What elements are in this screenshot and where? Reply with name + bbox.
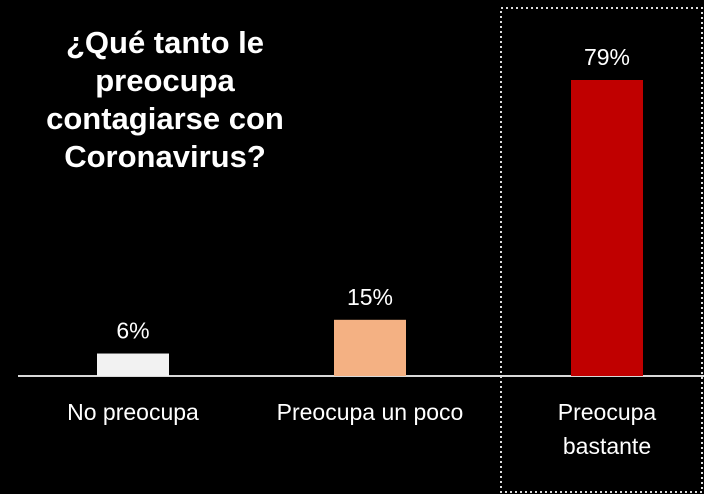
value-label: 79% <box>584 44 630 70</box>
x-tick-label: No preocupa <box>67 399 199 425</box>
bar <box>571 80 643 376</box>
chart-title: ¿Qué tanto le preocupa contagiarse con C… <box>46 25 284 174</box>
x-tick-label: Preocupa bastante <box>557 399 657 459</box>
highlight-box <box>500 7 703 493</box>
bar <box>97 353 169 376</box>
value-label: 15% <box>347 284 393 310</box>
x-tick-label: Preocupa un poco <box>276 399 464 425</box>
bar <box>334 319 406 376</box>
value-label: 6% <box>116 318 149 344</box>
